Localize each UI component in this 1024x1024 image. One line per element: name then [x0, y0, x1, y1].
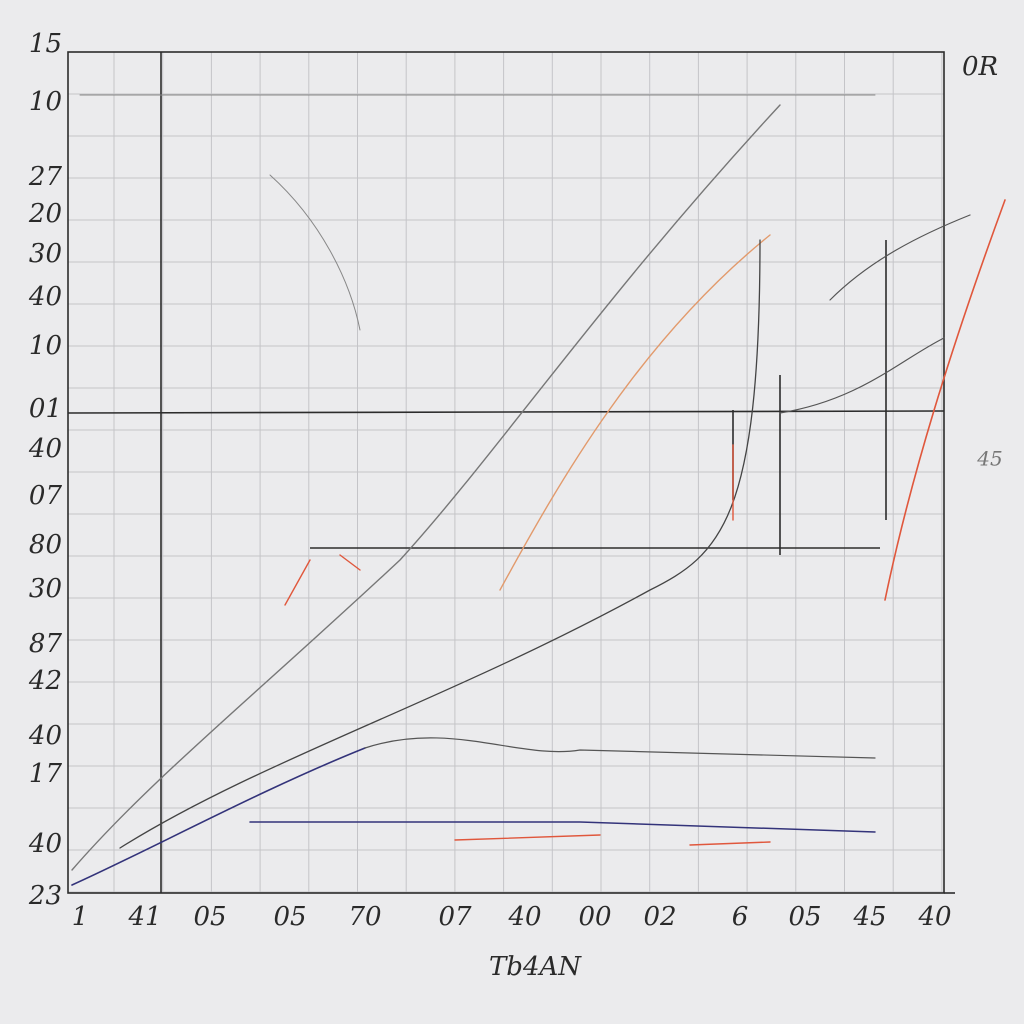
- y-tick-label: 10: [29, 87, 62, 117]
- y-tick-label: 40: [28, 434, 62, 464]
- y-tick-label: 07: [29, 481, 63, 511]
- x-tick-label: 05: [788, 902, 821, 932]
- y-tick-label: 40: [28, 721, 62, 751]
- line: [454, 834, 771, 846]
- x-tick-label: 45: [852, 902, 886, 932]
- y-tick-label: 17: [29, 759, 63, 789]
- line: [284, 444, 734, 606]
- x-tick-label: 07: [438, 902, 472, 932]
- line: [499, 234, 771, 591]
- x-axis-label: Tb4AN: [489, 952, 582, 982]
- x-tick-label: 40: [507, 902, 541, 932]
- x-tick-label: 05: [193, 902, 226, 932]
- axis-line: [67, 410, 945, 414]
- y-tick-label: 42: [28, 666, 62, 696]
- line: [71, 747, 366, 886]
- line: [249, 821, 876, 833]
- x-tick-label: 05: [273, 902, 306, 932]
- x-tick-label: 00: [578, 902, 611, 932]
- x-tick-label: 70: [348, 902, 381, 932]
- x-tick-label: 1: [72, 902, 89, 932]
- x-tick-label: 02: [643, 902, 676, 932]
- chart-title: 0R: [962, 52, 998, 82]
- y-tick-label: 40: [28, 282, 62, 312]
- line: [79, 94, 876, 331]
- grid: [68, 52, 944, 893]
- y-tick-label: 01: [29, 394, 62, 424]
- y-tick-label: 10: [29, 331, 62, 361]
- y-tick-label: 15: [29, 29, 62, 59]
- labels: 15 10 27 20 30 40 10 01 40 07 80 30 87 42 40 17 40 23 1 41 0…: [28, 29, 952, 932]
- line: [119, 239, 761, 849]
- y-tick-label: 30: [29, 574, 62, 604]
- side-label: 45: [976, 447, 1002, 471]
- line: [779, 214, 971, 414]
- x-tick-label: 6: [732, 902, 749, 932]
- line: [884, 199, 1006, 601]
- line: [71, 104, 781, 871]
- line: [364, 737, 876, 759]
- plot-frame: [67, 51, 945, 894]
- y-tick-label: 20: [28, 199, 62, 229]
- y-tick-label: 87: [29, 629, 63, 659]
- y-tick-label: 23: [28, 881, 62, 911]
- y-tick-label: 30: [29, 239, 62, 269]
- x-tick-label: 40: [917, 902, 951, 932]
- y-tick-label: 27: [28, 162, 63, 192]
- y-tick-label: 40: [28, 829, 62, 859]
- x-tick-label: 41: [127, 902, 161, 932]
- sketch-lines: [71, 94, 1006, 886]
- y-tick-label: 80: [29, 530, 62, 560]
